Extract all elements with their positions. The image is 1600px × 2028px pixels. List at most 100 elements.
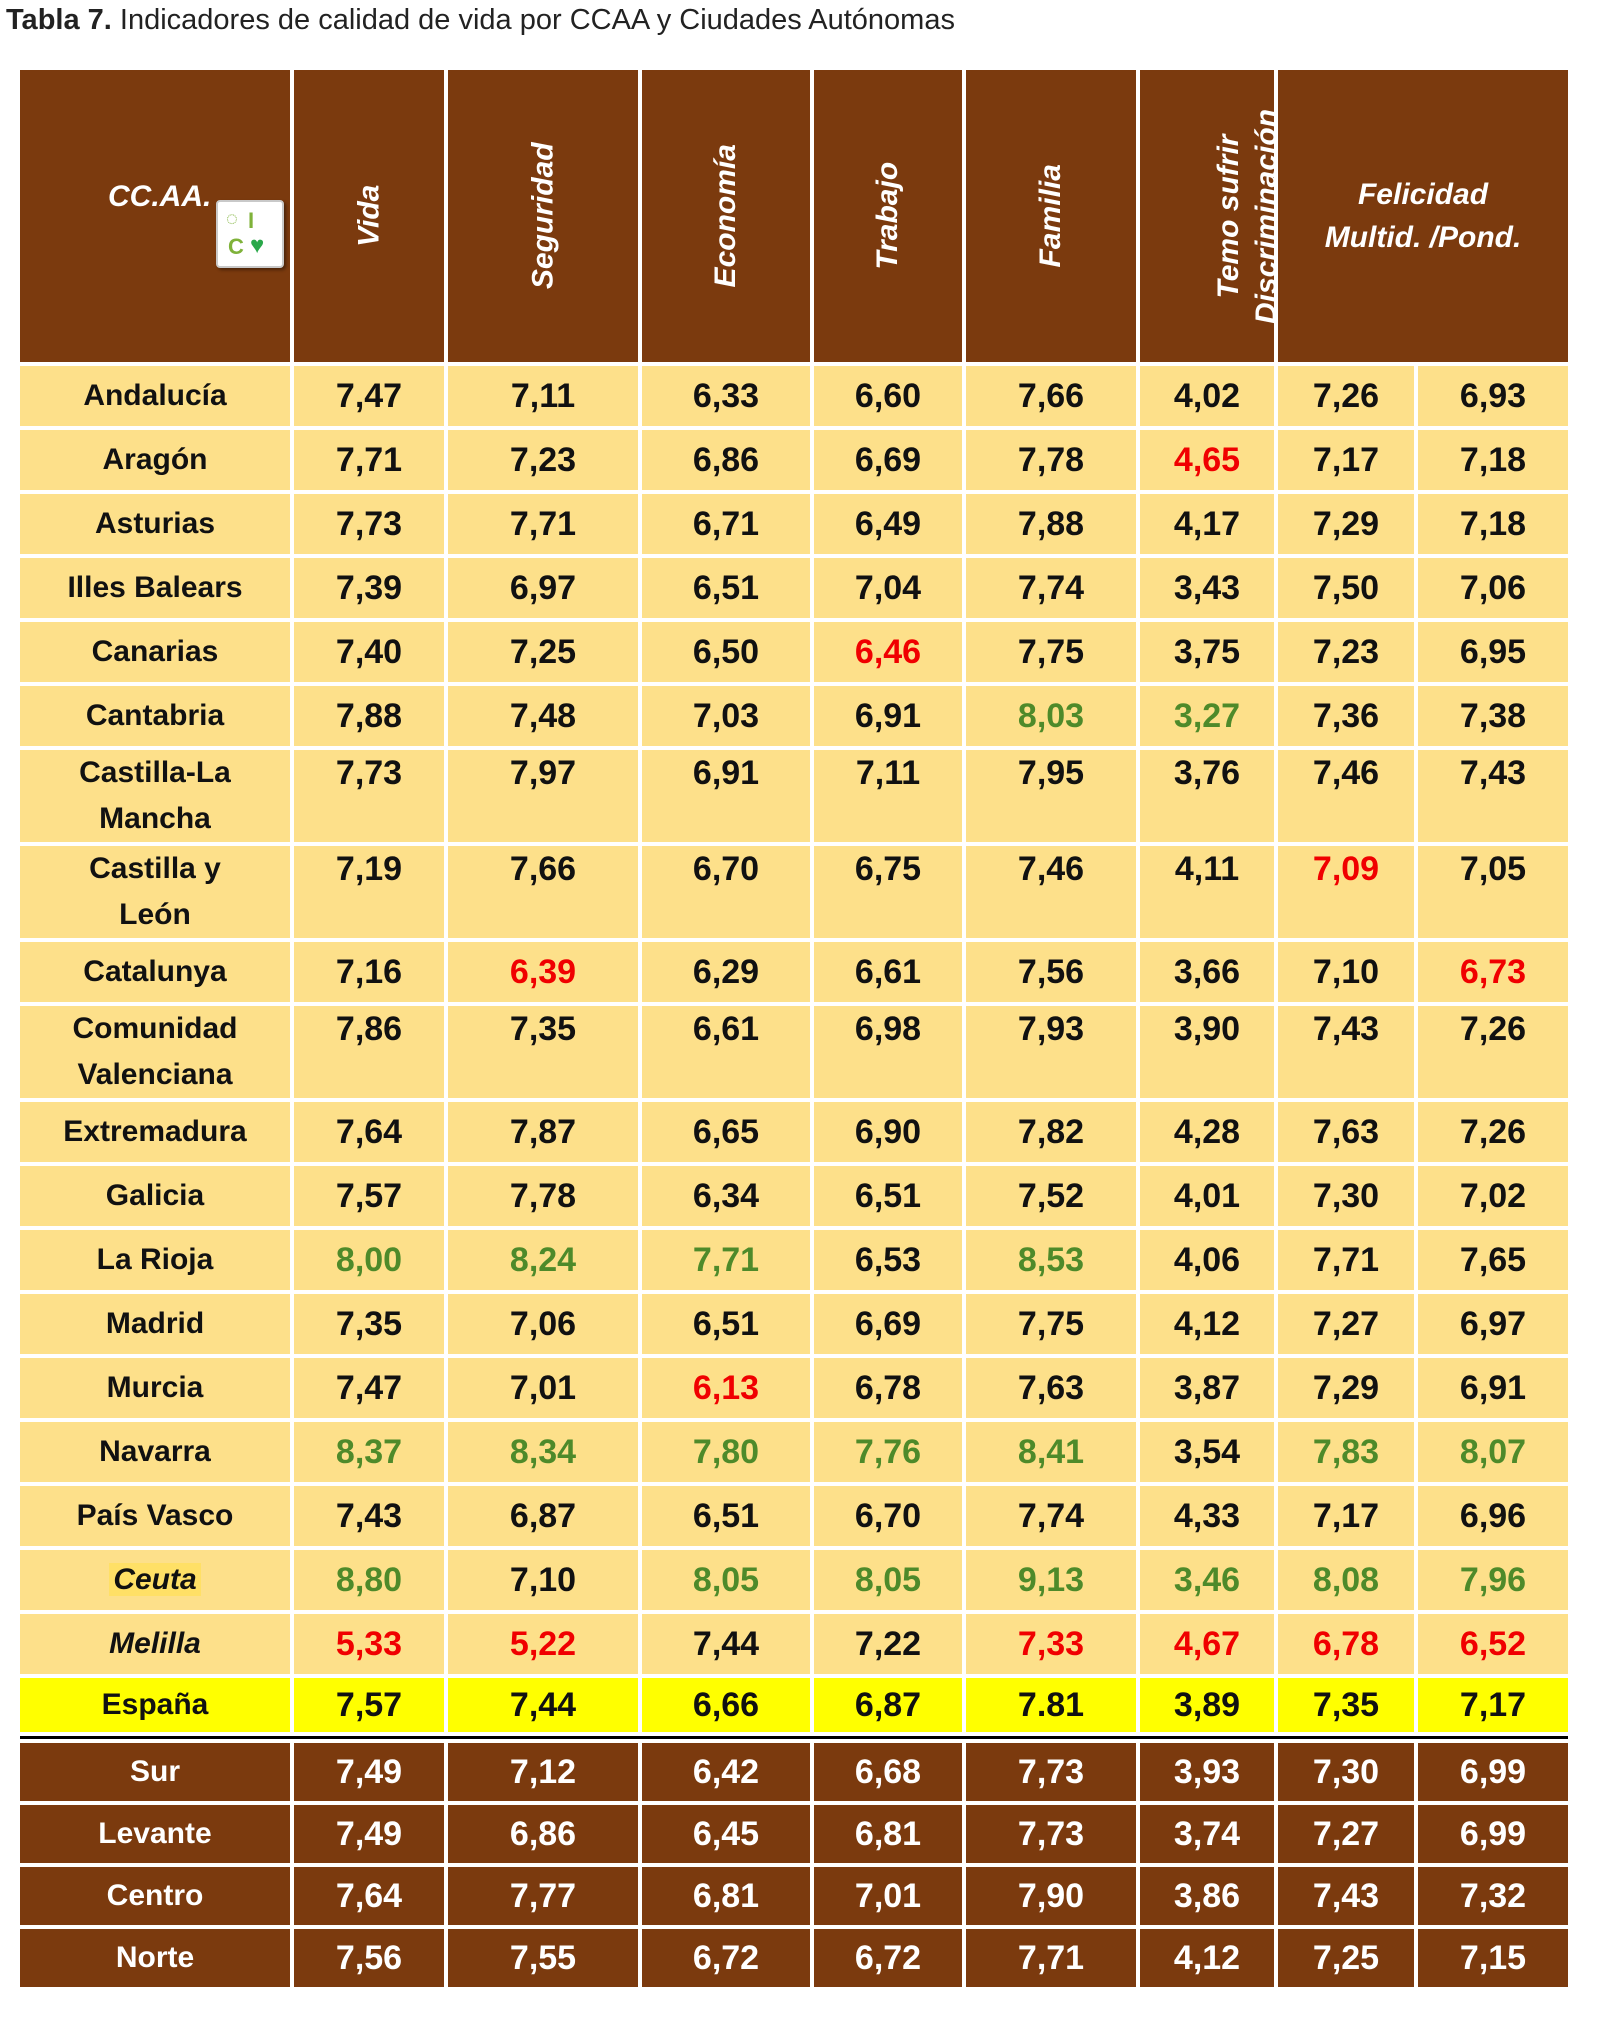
value-cell: 6,34 bbox=[642, 1166, 810, 1226]
header-row: CC.AA. ◌ I C ♥ Vida Seguridad Economía Trab… bbox=[20, 70, 1569, 362]
value-cell: 3,93 bbox=[1140, 1743, 1274, 1801]
value-cell: 7,25 bbox=[448, 622, 638, 682]
row-name-cell: Catalunya bbox=[20, 942, 290, 1002]
row-name-cell: Galicia bbox=[20, 1166, 290, 1226]
table-row: Castilla-La Mancha 7,73 7,97 6,91 7,11 7,95 3,7… bbox=[20, 750, 1569, 842]
value-cell: 7,88 bbox=[294, 686, 444, 746]
total-row: España 7,57 7,44 6,66 6,87 7.81 3,89 7,35 7,17 bbox=[20, 1678, 1569, 1732]
value-cell: 7,63 bbox=[966, 1358, 1136, 1418]
table-row: Comunidad Valenciana 7,86 7,35 6,61 6,98 7,93 3… bbox=[20, 1006, 1569, 1098]
header-felicidad: Felicidad Multid. /Pond. bbox=[1278, 70, 1569, 362]
value-cell: 7,90 bbox=[966, 1867, 1136, 1925]
value-cell: 3,90 bbox=[1140, 1006, 1274, 1098]
value-cell: 6,73 bbox=[1418, 942, 1569, 1002]
value-cell: 7,66 bbox=[966, 366, 1136, 426]
value-cell: 7,26 bbox=[1418, 1006, 1569, 1098]
row-name-cell: Canarias bbox=[20, 622, 290, 682]
header-familia: Familia bbox=[966, 70, 1136, 362]
value-cell: 6,97 bbox=[1418, 1294, 1569, 1354]
value-cell: 7,75 bbox=[966, 1294, 1136, 1354]
value-cell: 7,75 bbox=[966, 622, 1136, 682]
region-row: Centro 7,64 7,77 6,81 7,01 7,90 3,86 7,43 7,32 bbox=[20, 1867, 1569, 1925]
value-cell: 7,25 bbox=[1278, 1929, 1414, 1987]
value-cell: 6,72 bbox=[814, 1929, 962, 1987]
row-name-cell: Comunidad Valenciana bbox=[20, 1006, 290, 1098]
value-cell: 6,13 bbox=[642, 1358, 810, 1418]
value-cell: 7,01 bbox=[448, 1358, 638, 1418]
value-cell: 7,66 bbox=[448, 846, 638, 938]
value-cell: 7,73 bbox=[966, 1743, 1136, 1801]
value-cell: 6,33 bbox=[642, 366, 810, 426]
row-name-cell: Melilla bbox=[20, 1614, 290, 1674]
value-cell: 4,65 bbox=[1140, 430, 1274, 490]
value-cell: 6,93 bbox=[1418, 366, 1569, 426]
value-cell: 8,05 bbox=[814, 1550, 962, 1610]
value-cell: 7,57 bbox=[294, 1678, 444, 1732]
header-seguridad: Seguridad bbox=[448, 70, 638, 362]
value-cell: 8,03 bbox=[966, 686, 1136, 746]
value-cell: 7,73 bbox=[294, 750, 444, 842]
value-cell: 7,71 bbox=[448, 494, 638, 554]
value-cell: 7,27 bbox=[1278, 1805, 1414, 1863]
value-cell: 5,33 bbox=[294, 1614, 444, 1674]
value-cell: 7,56 bbox=[294, 1929, 444, 1987]
value-cell: 7,65 bbox=[1418, 1230, 1569, 1290]
value-cell: 8,34 bbox=[448, 1422, 638, 1482]
header-ccaa-label: CC.AA. bbox=[108, 180, 212, 213]
value-cell: 6,69 bbox=[814, 1294, 962, 1354]
value-cell: 7,39 bbox=[294, 558, 444, 618]
value-cell: 7,04 bbox=[814, 558, 962, 618]
row-name-cell: Castilla-La Mancha bbox=[20, 750, 290, 842]
value-cell: 7,30 bbox=[1278, 1743, 1414, 1801]
value-cell: 3,75 bbox=[1140, 622, 1274, 682]
header-ccaa: CC.AA. ◌ I C ♥ bbox=[20, 70, 290, 362]
value-cell: 7,30 bbox=[1278, 1166, 1414, 1226]
table-row: Asturias 7,73 7,71 6,71 6,49 7,88 4,17 7,29 7,18 bbox=[20, 494, 1569, 554]
ic-logo-icon: ◌ I C ♥ bbox=[216, 200, 284, 268]
value-cell: 6,51 bbox=[814, 1166, 962, 1226]
table-row: Illes Balears 7,39 6,97 6,51 7,04 7,74 3,43 7,5… bbox=[20, 558, 1569, 618]
value-cell: 3,86 bbox=[1140, 1867, 1274, 1925]
value-cell: 6,65 bbox=[642, 1102, 810, 1162]
row-name-cell: Illes Balears bbox=[20, 558, 290, 618]
value-cell: 7,76 bbox=[814, 1422, 962, 1482]
value-cell: 7,22 bbox=[814, 1614, 962, 1674]
row-name-cell: España bbox=[20, 1678, 290, 1732]
row-name-cell: Centro bbox=[20, 1867, 290, 1925]
value-cell: 7,43 bbox=[1418, 750, 1569, 842]
value-cell: 6,72 bbox=[642, 1929, 810, 1987]
value-cell: 3,87 bbox=[1140, 1358, 1274, 1418]
value-cell: 9,13 bbox=[966, 1550, 1136, 1610]
value-cell: 7,55 bbox=[448, 1929, 638, 1987]
table-row: Aragón 7,71 7,23 6,86 6,69 7,78 4,65 7,17 7,18 bbox=[20, 430, 1569, 490]
caption-text: Indicadores de calidad de vida por CCAA … bbox=[111, 4, 955, 36]
value-cell: 7,06 bbox=[1418, 558, 1569, 618]
value-cell: 6,91 bbox=[642, 750, 810, 842]
value-cell: 6,50 bbox=[642, 622, 810, 682]
value-cell: 6,71 bbox=[642, 494, 810, 554]
value-cell: 7,52 bbox=[966, 1166, 1136, 1226]
value-cell: 7,16 bbox=[294, 942, 444, 1002]
value-cell: 7,93 bbox=[966, 1006, 1136, 1098]
table-row: Melilla 5,33 5,22 7,44 7,22 7,33 4,67 6,78 6,52 bbox=[20, 1614, 1569, 1674]
value-cell: 7,47 bbox=[294, 366, 444, 426]
value-cell: 7,50 bbox=[1278, 558, 1414, 618]
value-cell: 7,43 bbox=[1278, 1867, 1414, 1925]
table-row: Madrid 7,35 7,06 6,51 6,69 7,75 4,12 7,27 6,97 bbox=[20, 1294, 1569, 1354]
value-cell: 7,12 bbox=[448, 1743, 638, 1801]
value-cell: 7,43 bbox=[1278, 1006, 1414, 1098]
value-cell: 7,32 bbox=[1418, 1867, 1569, 1925]
table-row: Galicia 7,57 7,78 6,34 6,51 7,52 4,01 7,30 7,02 bbox=[20, 1166, 1569, 1226]
value-cell: 7,74 bbox=[966, 1486, 1136, 1546]
quality-of-life-table: CC.AA. ◌ I C ♥ Vida Seguridad Economía Trab… bbox=[16, 66, 1572, 1991]
table-row: La Rioja 8,00 8,24 7,71 6,53 8,53 4,06 7,71 7,65 bbox=[20, 1230, 1569, 1290]
row-name-cell: Murcia bbox=[20, 1358, 290, 1418]
value-cell: 6,87 bbox=[814, 1678, 962, 1732]
region-row: Norte 7,56 7,55 6,72 6,72 7,71 4,12 7,25 7,15 bbox=[20, 1929, 1569, 1987]
value-cell: 6,86 bbox=[642, 430, 810, 490]
value-cell: 7,29 bbox=[1278, 1358, 1414, 1418]
table-row: Andalucía 7,47 7,11 6,33 6,60 7,66 4,02 7,26 6,9… bbox=[20, 366, 1569, 426]
value-cell: 7,56 bbox=[966, 942, 1136, 1002]
value-cell: 6,69 bbox=[814, 430, 962, 490]
value-cell: 7,26 bbox=[1278, 366, 1414, 426]
